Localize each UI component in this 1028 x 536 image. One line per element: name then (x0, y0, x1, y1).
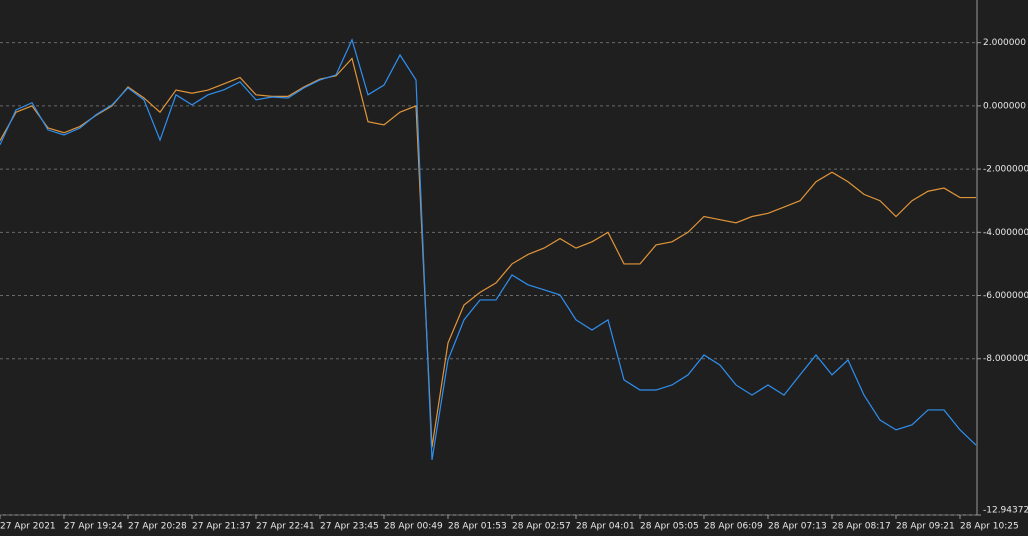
y-tick-label: -6.000000 (983, 291, 1028, 301)
y-tick-label: -2.000000 (983, 165, 1028, 175)
x-tick-label: 28 Apr 10:25 (960, 522, 1019, 532)
x-tick-label: 28 Apr 06:09 (704, 522, 763, 532)
x-tick-label: 27 Apr 22:41 (256, 522, 315, 532)
x-tick-label: 28 Apr 07:13 (768, 522, 827, 532)
x-tick-label: 28 Apr 00:49 (384, 522, 443, 532)
x-tick-label: 27 Apr 2021 (0, 522, 56, 532)
y-tick-label: -4.000000 (983, 228, 1028, 238)
y-tick-label: -8.000000 (983, 354, 1028, 364)
x-tick-label: 28 Apr 02:57 (512, 522, 571, 532)
series-line (0, 57, 976, 448)
x-tick-label: 28 Apr 08:17 (832, 522, 891, 532)
y-tick-label: 0.000000 (983, 101, 1026, 111)
x-tick-label: 28 Apr 09:21 (896, 522, 955, 532)
x-tick-label: 27 Apr 21:37 (192, 522, 251, 532)
y-tick-label: -12.943726 (983, 506, 1028, 516)
x-tick-label: 28 Apr 04:01 (576, 522, 635, 532)
x-tick-label: 28 Apr 05:05 (640, 522, 699, 532)
x-tick-label: 27 Apr 19:24 (64, 522, 123, 532)
x-tick-label: 27 Apr 23:45 (320, 522, 379, 532)
x-tick-label: 28 Apr 01:53 (448, 522, 507, 532)
x-tick-label: 27 Apr 20:28 (128, 522, 187, 532)
series-line (0, 38, 977, 460)
y-tick-label: 2.000000 (983, 38, 1026, 48)
